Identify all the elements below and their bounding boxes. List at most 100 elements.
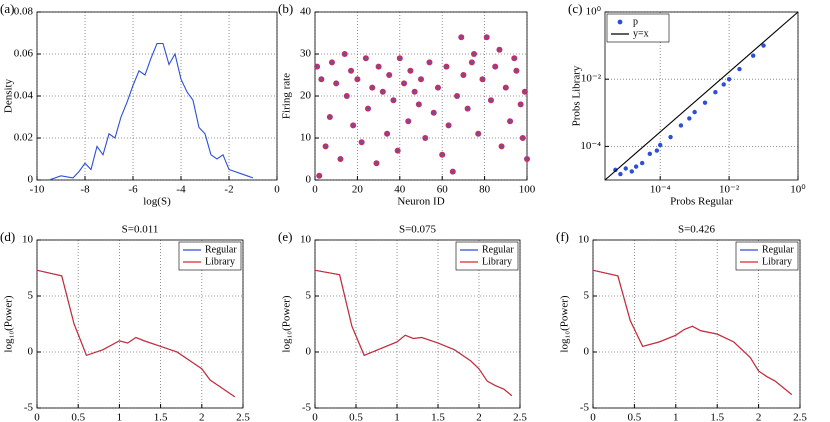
x-tick-label: 0.5 [71,412,85,422]
scatter-point [647,151,653,157]
scatter-point [629,169,635,174]
legend-label: Library [762,256,792,267]
scatter-point-inner [477,132,480,135]
scatter-point-inner [523,90,527,94]
x-tick-label: -4 [176,184,186,196]
scatter-point-inner [339,157,342,161]
legend-label: p [633,16,638,27]
x-tick-label: 2 [756,412,762,422]
y-axis-label: Density [3,78,15,113]
x-tick-label: -2 [224,184,233,196]
legend-box [455,241,519,271]
legend-label: Regular [762,244,794,255]
scatter-point-inner [315,65,319,68]
scatter-point-inner [455,94,459,98]
scatter-point-inner [324,145,327,148]
y-tick-label: 30 [300,48,312,60]
legend-swatch [617,19,623,25]
y-tick-label: 5 [306,290,312,302]
scatter-point [702,100,708,105]
scatter-point-inner [381,90,385,94]
scatter-point [618,171,623,177]
panel-title: S=0.426 [678,224,716,236]
scatter-point [737,66,742,72]
y-tick-label: 0 [306,346,312,358]
y-tick-label: -5 [302,402,312,414]
y-axis-label: Probs Library [571,65,583,126]
x-tick-label: 100 [519,184,536,196]
scatter-point-inner [504,86,507,89]
scatter-point-inner [513,57,516,60]
scatter-point [687,116,692,121]
y-tick-label: 40 [300,6,312,18]
x-axis-label: Probs Regular [670,196,733,208]
x-tick-label: 80 [479,184,491,196]
plot-frame [314,11,528,181]
x-tick-label: 0 [590,412,596,422]
series-line [604,11,799,181]
y-tick-label: 5 [584,290,590,302]
x-tick-label: 2.5 [793,412,807,422]
plot-frame [314,239,521,409]
scatter-point [761,43,766,48]
scatter-point-inner [508,120,512,123]
scatter-point-inner [360,141,363,144]
y-tick-label: 0.04 [14,90,34,102]
y-axis-label: log₁₀(Power) [3,295,15,352]
x-tick-label: 0 [34,412,40,422]
scatter-point-inner [349,69,353,73]
scatter-point-inner [428,61,431,64]
y-tick-label: 0 [28,346,34,358]
x-tick-label: 1.5 [710,412,724,422]
x-tick-label: 40 [394,184,406,196]
panel-label: (e) [278,229,292,244]
plot-frame [36,11,278,181]
x-axis-label: Neuron ID [397,196,444,208]
x-axis-label: log(S) [143,196,171,208]
x-tick-label: -10 [30,184,45,196]
scatter-point-inner [525,157,529,161]
scatter-point-inner [424,136,427,140]
scatter-point [623,166,628,171]
scatter-point-inner [447,124,450,127]
plot-frame [592,239,801,409]
x-tick-label: 1.5 [431,412,445,422]
y-tick-label: 0.02 [14,132,33,144]
scatter-point-inner [489,99,493,102]
plot-frame [36,239,244,409]
legend-label: y=x [633,28,649,39]
scatter-point-inner [356,78,359,81]
y-tick-label: 0.08 [14,6,34,18]
scatter-point [726,77,732,82]
x-tick-label: 2.5 [236,412,250,422]
x-tick-label: -8 [80,184,90,196]
x-tick-label: 10⁰ [790,184,806,196]
panel-label: (d) [0,229,15,244]
scatter-point-inner [494,65,497,68]
scatter-point-inner [472,52,476,56]
scatter-point-inner [521,136,524,140]
scatter-point-inner [320,78,323,81]
scatter-point-inner [413,90,416,94]
scatter-point [633,164,639,169]
x-tick-label: 0.5 [349,412,363,422]
scatter-point-inner [364,57,368,60]
y-tick-label: 0 [28,174,34,186]
y-tick-label: 0.06 [14,48,34,60]
x-tick-label: 0 [312,412,318,422]
series-line [48,42,254,181]
scatter-point-inner [392,99,395,102]
x-tick-label: 60 [437,184,449,196]
x-tick-label: -6 [128,184,138,196]
y-tick-label: 0 [306,174,312,186]
scatter-point-inner [481,78,484,81]
scatter-point-inner [432,111,435,115]
scatter-point-inner [445,65,448,68]
panel-label: (b) [278,1,293,16]
scatter-point [713,90,718,95]
y-tick-label: 20 [300,90,312,102]
y-tick-label: 10 [300,132,312,144]
scatter-point-inner [402,82,406,85]
y-axis-label: log₁₀(Power) [281,295,293,352]
